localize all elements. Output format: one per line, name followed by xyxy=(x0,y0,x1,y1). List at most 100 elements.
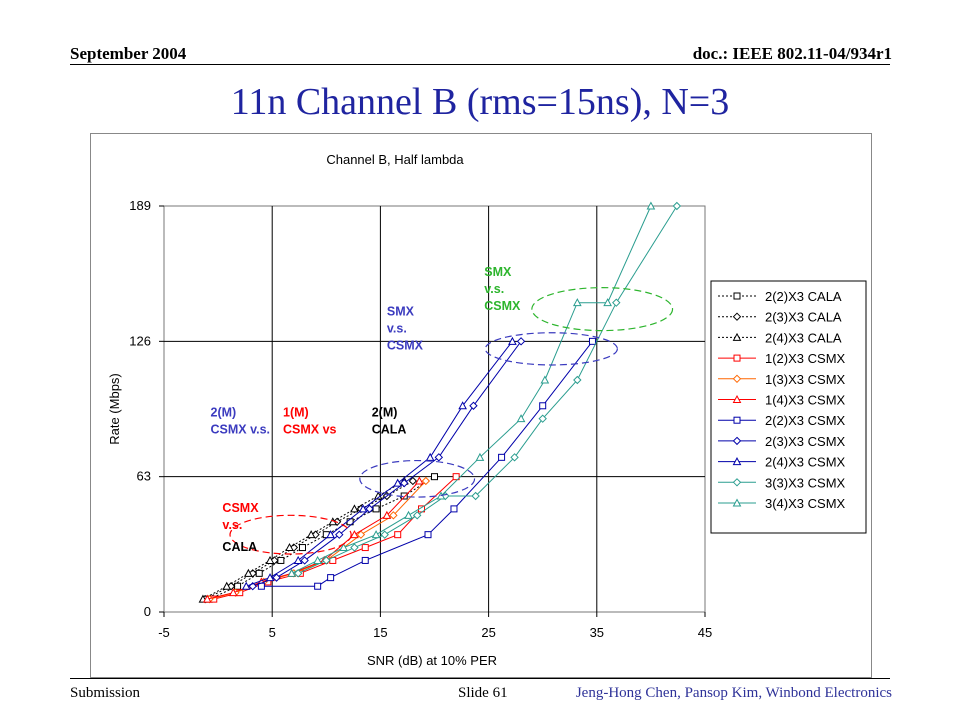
data-point xyxy=(408,476,418,486)
data-point xyxy=(202,594,212,603)
data-point xyxy=(350,543,359,552)
annotation-line: 2(M) xyxy=(211,406,237,420)
header-date: September 2004 xyxy=(70,44,187,63)
annotation-line: v.s. xyxy=(387,322,407,336)
data-point xyxy=(265,573,275,582)
data-point xyxy=(393,478,403,487)
data-point xyxy=(389,511,398,520)
chart-title: Channel B, Half lambda xyxy=(326,152,464,167)
data-point xyxy=(538,414,547,423)
data-point xyxy=(255,569,263,577)
x-tick-label: 25 xyxy=(481,625,495,640)
data-point xyxy=(326,530,335,539)
y-tick-label: 189 xyxy=(129,198,151,213)
legend-item: 2(3)X3 CALA xyxy=(718,310,842,325)
x-tick-label: 45 xyxy=(698,625,712,640)
legend-item: 2(2)X3 CSMX xyxy=(718,413,846,428)
x-tick-label: 15 xyxy=(373,625,387,640)
annotation-line: CSMX xyxy=(387,339,424,353)
annotation-line: CALA xyxy=(372,423,407,437)
legend-swatch-marker xyxy=(732,332,742,341)
data-point xyxy=(298,544,306,552)
legend-item: 3(3)X3 CSMX xyxy=(718,475,846,490)
data-point xyxy=(241,581,251,590)
legend-label: 1(3)X3 CSMX xyxy=(765,372,846,387)
data-point xyxy=(452,473,460,481)
data-point xyxy=(425,452,435,461)
data-point xyxy=(350,504,359,513)
legend-swatch-marker xyxy=(732,478,742,487)
legend-item: 1(4)X3 CSMX xyxy=(718,393,846,408)
highlight-ellipse xyxy=(359,459,476,498)
data-point xyxy=(277,556,285,564)
annotation: 2(M) CSMX v.s. xyxy=(211,406,271,437)
data-point xyxy=(293,569,303,578)
legend: 2(2)X3 CALA 2(3)X3 CALA 2(4)X3 CALA 1(2)X3 … xyxy=(710,280,867,534)
legend-item: 2(4)X3 CSMX xyxy=(718,455,846,470)
legend-label: 2(2)X3 CALA xyxy=(765,289,842,304)
data-point xyxy=(287,568,297,577)
data-point xyxy=(603,298,612,307)
annotation: SMX v.s. CSMX xyxy=(484,265,521,313)
series-8 xyxy=(241,336,517,590)
series-10 xyxy=(287,201,656,577)
data-point xyxy=(327,574,335,582)
data-point xyxy=(475,452,485,461)
series-line xyxy=(204,480,414,600)
annotation-line: CSMX xyxy=(222,501,259,515)
legend-label: 3(4)X3 CSMX xyxy=(765,496,846,511)
data-point xyxy=(573,375,582,385)
x-axis-label: SNR (dB) at 10% PER xyxy=(367,653,497,668)
data-point xyxy=(572,298,582,307)
data-point xyxy=(285,543,294,552)
data-point xyxy=(361,556,369,564)
legend-item: 2(4)X3 CALA xyxy=(718,330,842,345)
annotation-line: CSMX xyxy=(484,299,521,313)
data-point xyxy=(498,453,506,461)
data-point xyxy=(300,556,309,565)
data-point xyxy=(399,478,409,488)
data-point xyxy=(358,504,368,513)
annotation: CALA xyxy=(222,540,257,554)
highlight-ellipse xyxy=(229,514,352,555)
y-tick-label: 0 xyxy=(144,604,151,619)
annotation: SMX v.s. CSMX xyxy=(387,305,424,353)
legend-swatch-marker xyxy=(733,292,741,300)
data-point xyxy=(404,510,413,519)
legend-item: 2(2)X3 CALA xyxy=(718,289,842,304)
series-line xyxy=(209,476,435,600)
highlight-ellipse xyxy=(531,287,674,332)
legend-item: 1(3)X3 CSMX xyxy=(718,372,846,387)
data-point xyxy=(646,201,656,210)
data-point xyxy=(450,505,458,513)
legend-swatch-marker xyxy=(733,416,741,424)
legend-label: 1(2)X3 CSMX xyxy=(765,351,846,366)
y-tick-label: 63 xyxy=(137,469,151,484)
y-axis-label: Rate (Mbps) xyxy=(107,373,122,445)
data-point xyxy=(469,401,478,410)
annotation: 1(M) CSMX vs xyxy=(283,406,337,437)
data-point xyxy=(588,337,596,345)
data-point xyxy=(540,375,550,384)
annotation: 2(M) CALA xyxy=(372,406,407,437)
data-point xyxy=(265,555,275,564)
data-point xyxy=(350,530,359,539)
data-point xyxy=(394,531,402,539)
annotation-line: CSMX vs xyxy=(283,423,337,437)
annotation-line: CSMX v.s. xyxy=(211,423,271,437)
data-point xyxy=(228,588,238,597)
annotation-line: SMX xyxy=(387,305,415,319)
legend-item: 3(4)X3 CSMX xyxy=(718,496,846,511)
x-tick-label: 5 xyxy=(269,625,276,640)
data-point xyxy=(244,568,253,577)
ellipse-layer xyxy=(229,287,674,555)
x-tick-label: -5 xyxy=(158,625,170,640)
series-layer xyxy=(198,201,682,604)
x-tick-labels: -5 5 15 25 35 45 xyxy=(158,625,712,640)
annotation-line: v.s. xyxy=(484,282,504,296)
annotation: CSMX v.s. xyxy=(222,501,259,532)
legend-swatch-marker xyxy=(732,457,742,466)
series-7 xyxy=(248,337,526,591)
legend-item: 2(3)X3 CSMX xyxy=(718,434,846,449)
data-point xyxy=(508,336,517,345)
